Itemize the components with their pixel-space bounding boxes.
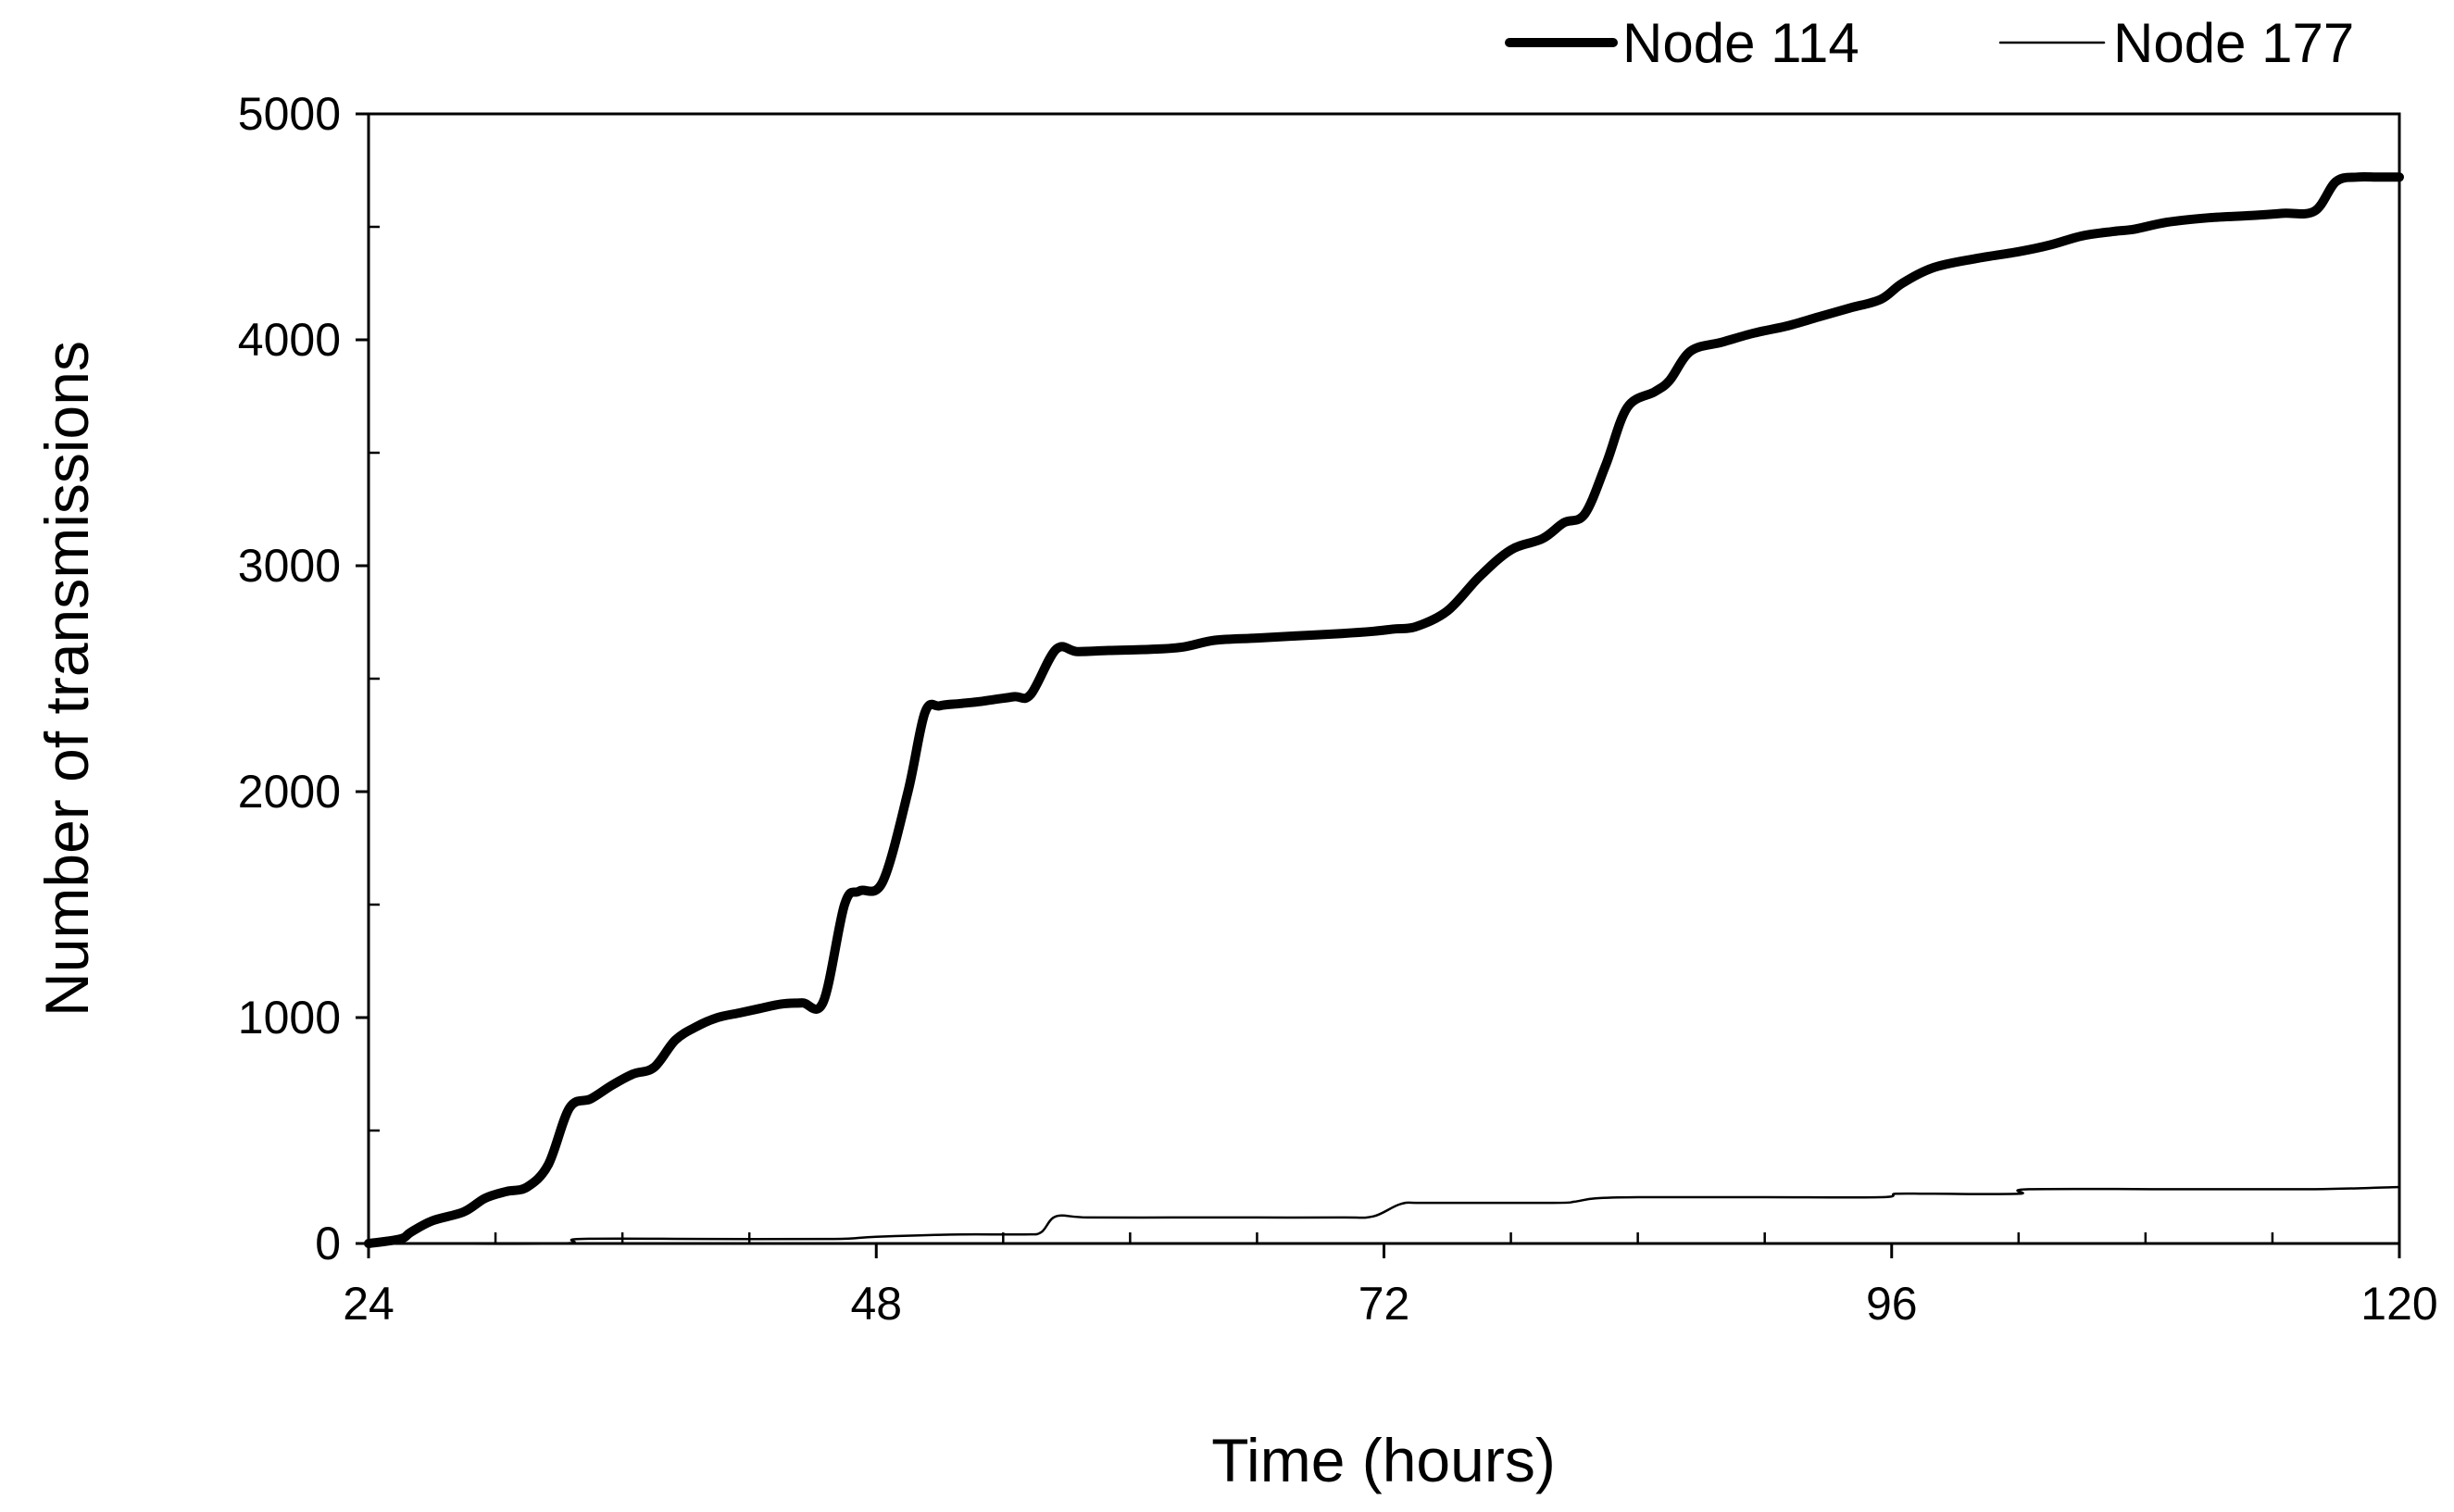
x-tick-label: 120 [2360, 1278, 2437, 1330]
x-tick-label: 72 [1358, 1278, 1410, 1330]
legend-label-1: Node 114 [1622, 12, 1859, 74]
legend: Node 114 Node 177 [1505, 12, 2354, 74]
y-tick-label: 2000 [238, 766, 341, 818]
y-tick-label: 4000 [238, 314, 341, 366]
y-axis-label: Number of transmissions [32, 341, 101, 1017]
x-tick-label: 24 [343, 1278, 394, 1330]
x-tick-label: 48 [850, 1278, 902, 1330]
x-major-ticks: 24 48 72 96 120 [343, 1243, 2438, 1330]
series-lines [364, 171, 2404, 1248]
y-tick-label: 1000 [238, 992, 341, 1043]
y-tick-label: 0 [315, 1218, 341, 1269]
legend-label-2: Node 177 [2113, 12, 2354, 74]
plot-area-frame [367, 112, 2401, 1245]
x-axis-label: Time (hours) [1211, 1426, 1556, 1494]
series-line-2 [367, 1185, 2401, 1245]
y-minor-ticks [369, 225, 380, 1132]
series-line-1 [364, 171, 2404, 1248]
y-tick-label: 3000 [238, 540, 341, 592]
y-major-ticks: 0 1000 2000 3000 4000 5000 [238, 88, 369, 1269]
x-tick-label: 96 [1866, 1278, 1918, 1330]
y-tick-label: 5000 [238, 88, 341, 140]
